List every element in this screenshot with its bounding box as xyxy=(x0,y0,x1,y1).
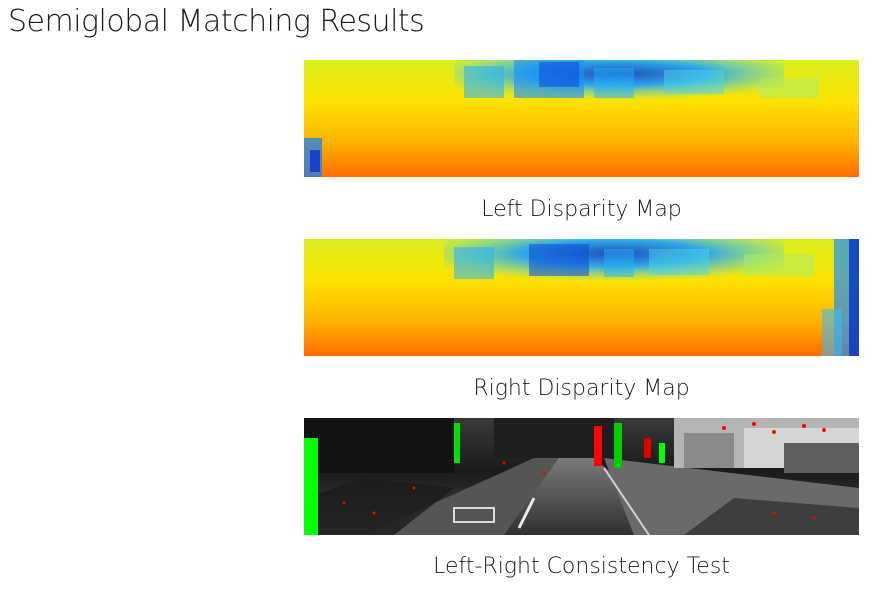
page-title: Semiglobal Matching Results xyxy=(8,4,425,39)
right-disparity-caption: Right Disparity Map xyxy=(473,376,690,401)
left-disparity-caption: Left Disparity Map xyxy=(481,197,682,222)
right-disparity-map-image xyxy=(304,239,859,356)
consistency-test-image xyxy=(304,418,859,535)
consistency-test-caption: Left-Right Consistency Test xyxy=(433,554,730,579)
left-disparity-map-image xyxy=(304,60,859,177)
